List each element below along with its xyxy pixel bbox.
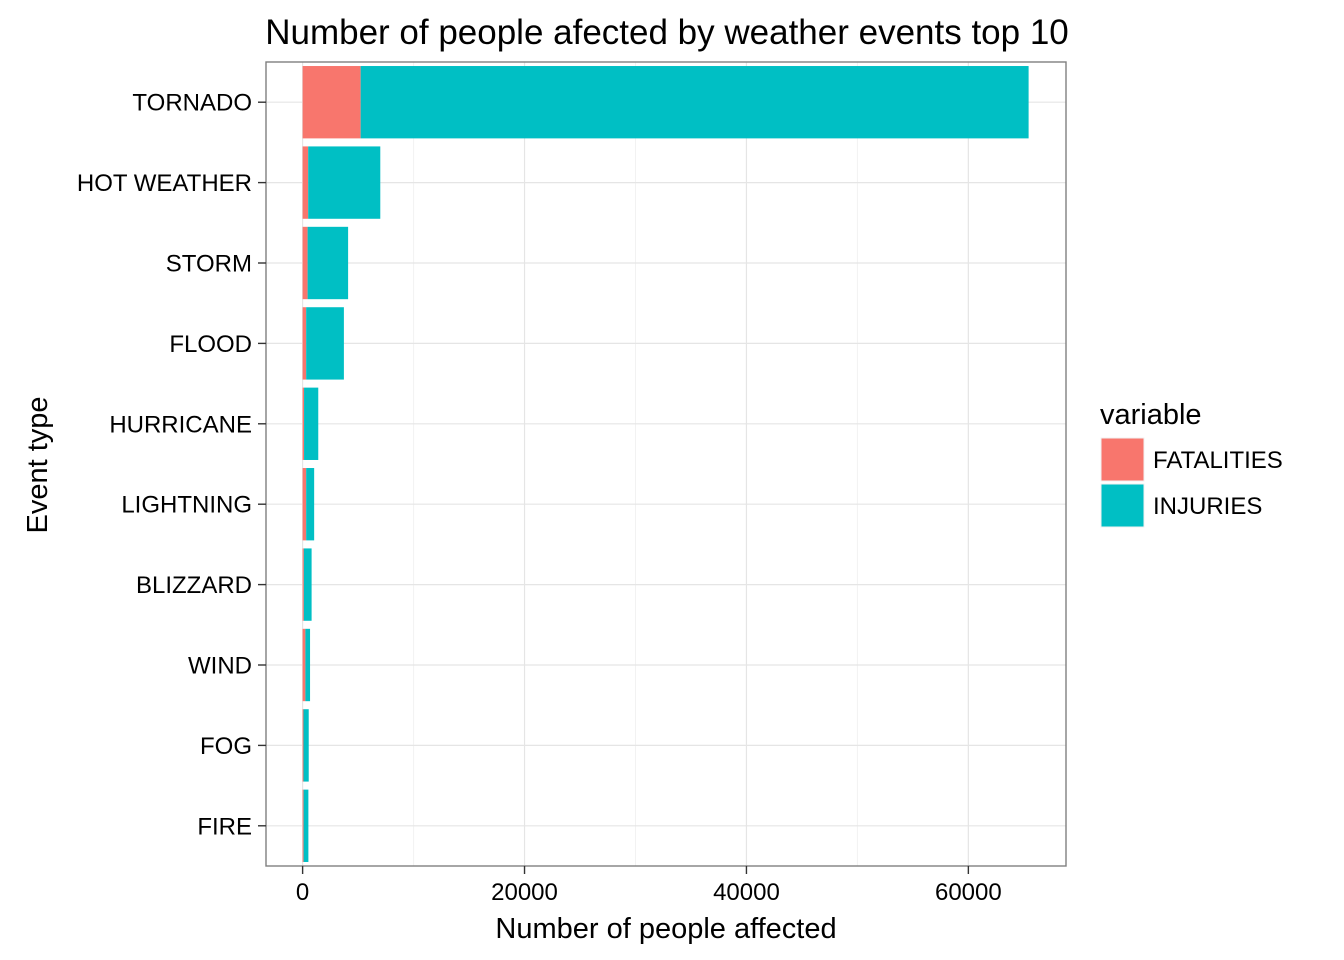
bars [302, 66, 1029, 862]
bar-fatalities-blizzard [302, 548, 304, 621]
y-tick-label: HURRICANE [109, 411, 252, 438]
x-tick-label: 0 [296, 879, 309, 906]
bar-injuries-wind [305, 628, 311, 702]
bar-injuries-blizzard [303, 548, 312, 621]
panel-border [265, 61, 1067, 867]
y-tick-label: TORNADO [132, 90, 252, 117]
bar-injuries-tornado [360, 66, 1029, 139]
x-tick-label: 40000 [713, 879, 780, 906]
x-axis-title: Number of people affected [495, 913, 836, 945]
chart-title: Number of people afected by weather even… [265, 13, 1069, 52]
bar-fatalities-storm [302, 226, 308, 300]
y-tick-label: HOT WEATHER [77, 170, 252, 197]
y-tick-label: FIRE [197, 813, 252, 840]
bar-injuries-hot-weather [308, 146, 381, 219]
plot-panel [265, 61, 1067, 867]
bar-fatalities-hurricane [302, 387, 305, 460]
bar-fatalities-wind [302, 628, 306, 702]
bar-fatalities-lightning [302, 468, 307, 541]
x-tick-label: 60000 [935, 879, 1002, 906]
bar-injuries-lightning [306, 468, 315, 541]
x-tick-label: 20000 [491, 879, 558, 906]
bar-fatalities-fire [302, 789, 304, 862]
bar-fatalities-fog [302, 709, 304, 782]
legend-label: INJURIES [1153, 493, 1262, 520]
bar-injuries-fire [303, 789, 309, 862]
y-axis-title: Event type [22, 396, 54, 533]
x-axis: 0 20000 40000 60000 [296, 866, 1002, 906]
y-tick-label: WIND [188, 653, 252, 680]
bar-injuries-flood [306, 307, 344, 380]
y-tick-label: FLOOD [169, 331, 252, 358]
y-tick-label: FOG [200, 733, 252, 760]
bar-fatalities-hot-weather [302, 146, 309, 219]
legend-swatch-fatalities [1101, 438, 1144, 481]
bar-fatalities-tornado [302, 66, 361, 139]
y-axis: TORNADO HOT WEATHER STORM FLOOD HURRICANE LIG… [77, 90, 266, 840]
legend-title: variable [1100, 399, 1202, 431]
y-tick-label: BLIZZARD [136, 572, 252, 599]
legend: variable FATALITIES INJURIES [1099, 399, 1283, 529]
y-tick-label: STORM [166, 251, 252, 278]
bar-injuries-hurricane [304, 387, 319, 460]
bar-injuries-fog [303, 709, 309, 782]
bar-fatalities-flood [302, 307, 307, 380]
y-tick-label: LIGHTNING [121, 492, 252, 519]
legend-swatch-injuries [1101, 484, 1144, 527]
bar-injuries-storm [307, 226, 349, 300]
panel-background [266, 62, 1066, 866]
legend-label: FATALITIES [1153, 447, 1283, 474]
